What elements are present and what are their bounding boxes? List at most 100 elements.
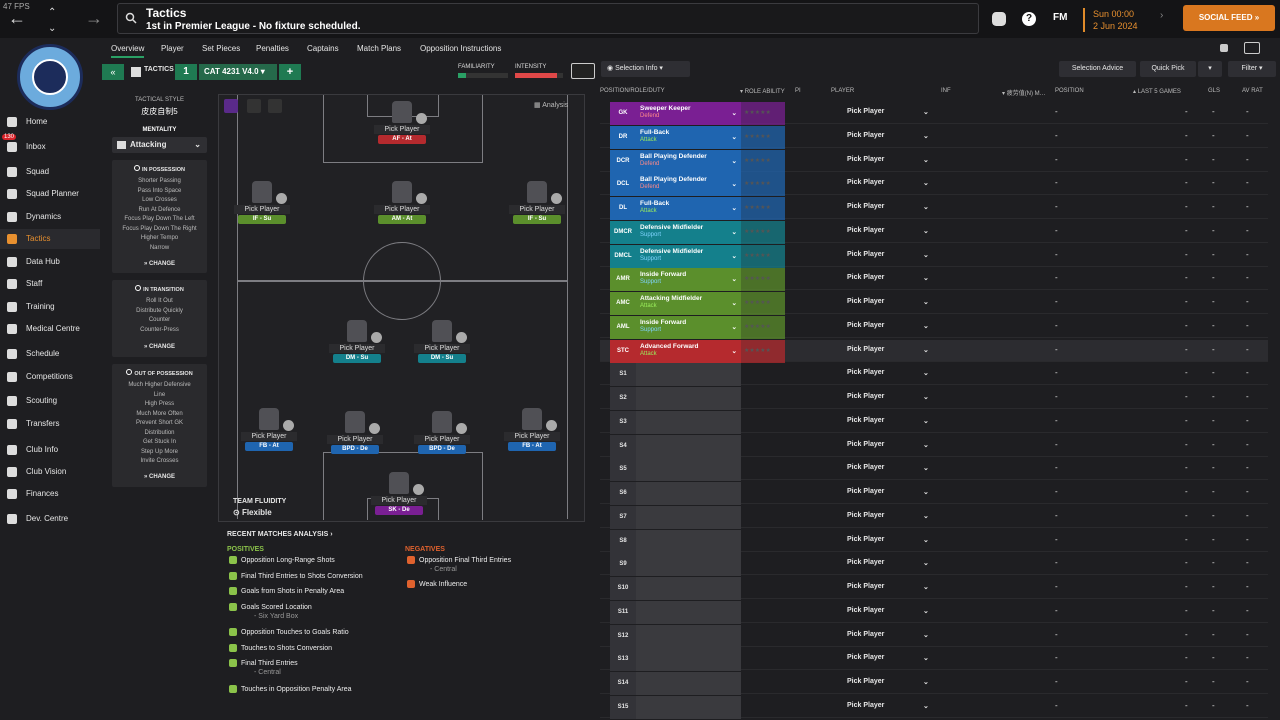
pick-player-dropdown[interactable]: Pick Player ⌄	[847, 108, 929, 116]
sidebar-item-medical-centre[interactable]: Medical Centre	[0, 319, 100, 339]
pick-player-dropdown[interactable]: Pick Player	[414, 344, 470, 353]
substitute-row[interactable]: S7 Pick Player ⌄ - - - -	[600, 505, 1268, 529]
sidebar-item-club-vision[interactable]: Club Vision	[0, 462, 100, 482]
col-inf[interactable]: INF	[941, 88, 951, 94]
pick-player-dropdown[interactable]: Pick Player	[414, 435, 470, 444]
pick-player-dropdown[interactable]: Pick Player ⌄	[847, 179, 929, 187]
role-dropdown[interactable]: IF - Su	[238, 215, 286, 224]
pitch-player-slot[interactable]: Pick Player AF - At	[374, 101, 430, 151]
substitute-row[interactable]: S2 Pick Player ⌄ - - - -	[600, 387, 1268, 410]
substitute-row[interactable]: S8 Pick Player ⌄ - - - -	[600, 529, 1268, 553]
tab-penalties[interactable]: Penalties	[256, 44, 289, 53]
col-position-role-duty[interactable]: POSITION/ROLE/DUTY	[600, 88, 665, 94]
pick-player-dropdown[interactable]: Pick Player ⌄	[847, 583, 929, 591]
recent-matches-analysis-link[interactable]: RECENT MATCHES ANALYSIS ›	[227, 531, 333, 538]
role-dropdown[interactable]: AF - At	[378, 135, 426, 144]
role-dropdown[interactable]: DM - Su	[333, 354, 381, 363]
col-pi[interactable]: PI	[795, 88, 801, 94]
pitch-player-slot[interactable]: Pick Player BPD - De	[327, 411, 383, 461]
pitch-player-slot[interactable]: Pick Player DM - Su	[414, 320, 470, 370]
pick-player-dropdown[interactable]: Pick Player ⌄	[847, 631, 929, 639]
role-duty-dropdown[interactable]: Attacking Midfielder Attack ⌄	[636, 292, 741, 315]
pick-player-dropdown[interactable]: Pick Player ⌄	[847, 678, 929, 686]
help-icon[interactable]: ?	[1022, 12, 1036, 26]
tab-match-plans[interactable]: Match Plans	[357, 44, 402, 53]
sidebar-item-inbox[interactable]: Inbox	[0, 137, 100, 157]
sidebar-item-finances[interactable]: Finances	[0, 484, 100, 504]
substitute-row[interactable]: S15 Pick Player ⌄ - - - -	[600, 695, 1268, 719]
fm-menu[interactable]: FM	[1053, 12, 1068, 23]
substitute-row[interactable]: S9 Pick Player ⌄ - - - -	[600, 553, 1268, 577]
chevron-up-icon[interactable]: ⌃	[48, 7, 57, 18]
table-row[interactable]: GK Sweeper Keeper Defend ⌄ ★★★★★ Pick Player ⌄…	[600, 102, 1268, 125]
table-row[interactable]: AML Inside Forward Support ⌄ ★★★★★ Pick Playe…	[600, 315, 1268, 339]
search-bar[interactable]: Tactics 1st in Premier League - No fixtu…	[117, 3, 979, 34]
sidebar-item-squad-planner[interactable]: Squad Planner	[0, 184, 100, 204]
substitute-row[interactable]: S14 Pick Player ⌄ - - - -	[600, 672, 1268, 695]
pick-player-dropdown[interactable]: Pick Player	[504, 432, 560, 441]
chevron-down-icon[interactable]: ⌄	[48, 23, 57, 34]
col-last-5-games[interactable]: ▴ LAST 5 GAMES	[1133, 89, 1181, 95]
pick-player-dropdown[interactable]: Pick Player	[371, 496, 427, 505]
col-fatigue[interactable]: ▾ 疲劳值(N) M…	[1002, 91, 1046, 97]
analysis-button[interactable]: ▦ Analysis	[534, 101, 568, 109]
pitch-player-slot[interactable]: Pick Player DM - Su	[329, 320, 385, 370]
club-badge[interactable]	[17, 44, 83, 110]
sidebar-item-scouting[interactable]: Scouting	[0, 391, 100, 411]
role-duty-dropdown[interactable]: Full-Back Attack ⌄	[636, 197, 741, 220]
substitute-row[interactable]: S10 Pick Player ⌄ - - - -	[600, 577, 1268, 600]
table-row[interactable]: DMCR Defensive Midfielder Support ⌄ ★★★★★ Pic…	[600, 220, 1268, 244]
pick-player-dropdown[interactable]: Pick Player ⌄	[847, 488, 929, 496]
sidebar-item-transfers[interactable]: Transfers	[0, 414, 100, 434]
pick-player-dropdown[interactable]: Pick Player ⌄	[847, 251, 929, 259]
pick-player-dropdown[interactable]: Pick Player	[329, 344, 385, 353]
pick-player-dropdown[interactable]: Pick Player	[241, 432, 297, 441]
sidebar-item-competitions[interactable]: Competitions	[0, 367, 100, 387]
out-of-possession-change-button[interactable]: » CHANGE	[143, 474, 176, 480]
sidebar-item-staff[interactable]: Staff	[0, 274, 100, 294]
pick-player-dropdown[interactable]: Pick Player	[374, 125, 430, 134]
role-duty-dropdown[interactable]: Ball Playing Defender Defend ⌄	[636, 149, 741, 173]
substitute-row[interactable]: S1 Pick Player ⌄ - - - -	[600, 363, 1268, 387]
role-duty-dropdown[interactable]: Defensive Midfielder Support ⌄	[636, 244, 741, 268]
table-row[interactable]: DR Full-Back Attack ⌄ ★★★★★ Pick Player ⌄ - - - -	[600, 125, 1268, 149]
mentality-dropdown[interactable]: Attacking ⌄	[112, 137, 207, 153]
info-icon[interactable]	[224, 99, 238, 113]
role-dropdown[interactable]: DM - Su	[418, 354, 466, 363]
sidebar-item-home[interactable]: Home	[0, 112, 100, 132]
pick-player-dropdown[interactable]: Pick Player ⌄	[847, 156, 929, 164]
back-arrow-icon[interactable]: ←	[8, 8, 26, 28]
quick-pick-button[interactable]: Quick Pick	[1140, 61, 1196, 77]
col-player[interactable]: PLAYER	[831, 88, 855, 94]
table-row[interactable]: DL Full-Back Attack ⌄ ★★★★★ Pick Player ⌄ - - - -	[600, 197, 1268, 220]
pick-player-dropdown[interactable]: Pick Player	[234, 205, 290, 214]
role-duty-dropdown[interactable]: Inside Forward Support ⌄	[636, 268, 741, 292]
table-row[interactable]: DCL Ball Playing Defender Defend ⌄ ★★★★★ Pick…	[600, 173, 1268, 197]
substitute-row[interactable]: S11 Pick Player ⌄ - - - -	[600, 600, 1268, 624]
pick-player-dropdown[interactable]: Pick Player ⌄	[847, 702, 929, 710]
sidebar-item-schedule[interactable]: Schedule	[0, 344, 100, 364]
in-possession-change-button[interactable]: » CHANGE	[143, 261, 176, 267]
tactic-name-dropdown[interactable]: CAT 4231 V4.0 ▾	[199, 64, 277, 80]
table-row[interactable]: AMR Inside Forward Support ⌄ ★★★★★ Pick Playe…	[600, 268, 1268, 292]
swap-icon[interactable]	[268, 99, 282, 113]
table-row[interactable]: AMC Attacking Midfielder Attack ⌄ ★★★★★ Pick …	[600, 292, 1268, 315]
stats-chart-icon[interactable]	[247, 99, 261, 113]
col-position[interactable]: POSITION	[1055, 88, 1084, 94]
role-duty-dropdown[interactable]: Ball Playing Defender Defend ⌄	[636, 173, 741, 197]
in-transition-change-button[interactable]: » CHANGE	[143, 344, 176, 350]
pitch-player-slot[interactable]: Pick Player FB - At	[241, 408, 297, 458]
col-average-rating[interactable]: AV RAT	[1242, 88, 1263, 94]
role-duty-dropdown[interactable]: Advanced Forward Attack ⌄	[636, 339, 741, 363]
sidebar-item-squad[interactable]: Squad	[0, 162, 100, 182]
pitch-player-slot[interactable]: Pick Player AM - At	[374, 181, 430, 231]
col-goals[interactable]: GLS	[1208, 88, 1221, 94]
table-row[interactable]: DMCL Defensive Midfielder Support ⌄ ★★★★★ Pic…	[600, 244, 1268, 268]
pitch-player-slot[interactable]: Pick Player IF - Su	[509, 181, 565, 231]
pitch-player-slot[interactable]: Pick Player SK - De	[371, 472, 427, 522]
sidebar-item-dev-centre[interactable]: Dev. Centre	[0, 509, 100, 529]
pick-player-dropdown[interactable]: Pick Player ⌄	[847, 274, 929, 282]
tab-player[interactable]: Player	[161, 44, 184, 53]
role-dropdown[interactable]: AM - At	[378, 215, 426, 224]
col-role-ability[interactable]: ▾ ROLE ABILITY	[740, 89, 785, 95]
